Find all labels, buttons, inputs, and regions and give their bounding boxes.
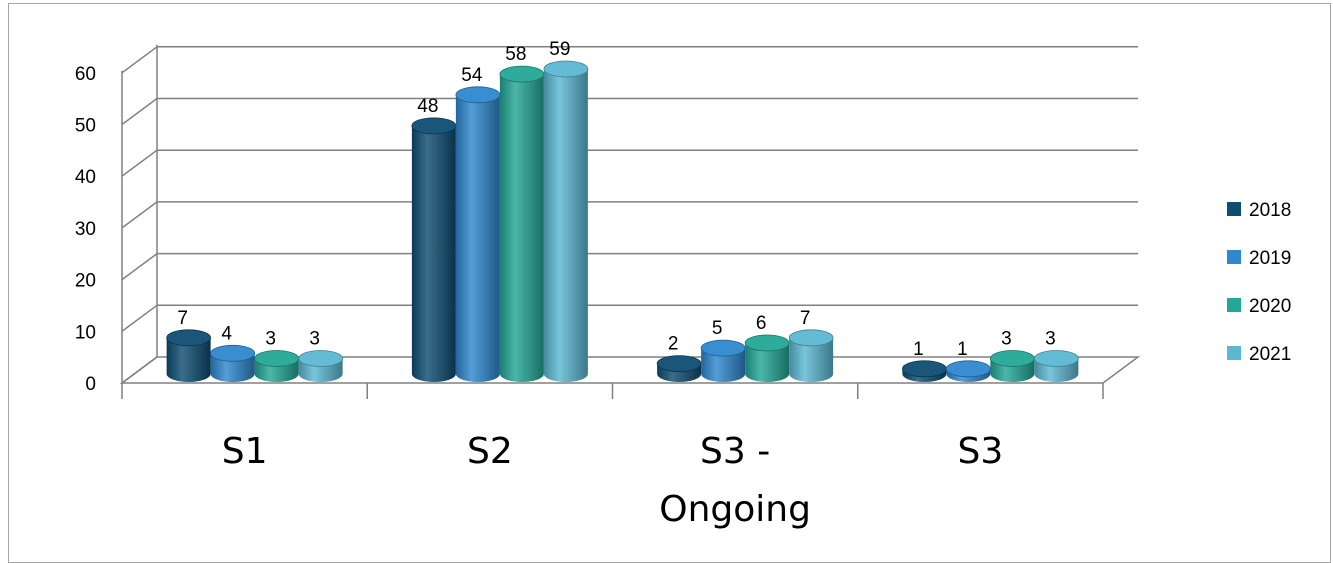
wall-tick-line <box>121 149 158 177</box>
legend-swatch <box>1227 346 1241 360</box>
x-category-label: Ongoing <box>659 489 811 530</box>
bar <box>744 334 790 382</box>
x-category-label: S3 <box>957 431 1003 472</box>
data-label: 3 <box>1045 328 1056 349</box>
data-label: 6 <box>756 313 767 334</box>
data-label: 3 <box>1001 328 1012 349</box>
data-label: 1 <box>957 339 968 360</box>
wall-tick-line <box>121 97 158 126</box>
legend-swatch <box>1227 298 1241 312</box>
chart-floor <box>119 356 1141 384</box>
wall-tick-line <box>121 304 158 332</box>
legend-swatch <box>1227 250 1241 264</box>
bar <box>788 329 834 382</box>
bar <box>700 339 746 382</box>
bar-chart: 0 10 20 30 40 50 60 S1 S2 S3 - Ongoing S3 7 4 3 3 48 54 58… <box>75 39 1291 530</box>
bar <box>1033 350 1079 382</box>
data-label: 3 <box>265 328 276 349</box>
data-label: 59 <box>549 39 570 60</box>
bar <box>945 360 991 382</box>
data-label: 7 <box>800 308 811 329</box>
x-category-label: S2 <box>467 431 513 472</box>
bar <box>543 60 589 382</box>
data-label: 54 <box>461 65 483 86</box>
bar <box>411 117 457 382</box>
wall-tick-line <box>121 201 158 229</box>
bar <box>656 355 702 382</box>
data-label: 48 <box>417 96 438 117</box>
wall-tick-line <box>121 46 158 74</box>
bar <box>254 350 300 382</box>
bar <box>166 329 212 382</box>
bar <box>499 65 545 382</box>
data-label: 5 <box>712 318 723 339</box>
data-label: 7 <box>177 308 188 329</box>
data-label: 4 <box>221 323 232 344</box>
y-tick-label: 30 <box>75 219 96 240</box>
bar <box>989 350 1035 382</box>
data-label: 2 <box>668 334 679 355</box>
legend-swatch <box>1227 202 1241 216</box>
data-label: 3 <box>309 328 320 349</box>
x-category-label: S3 - <box>700 431 770 472</box>
bar <box>298 350 344 382</box>
bar <box>901 360 947 382</box>
bar <box>210 344 256 382</box>
y-tick-label: 10 <box>75 322 96 343</box>
legend-label: 2021 <box>1249 344 1291 365</box>
x-category-label: S1 <box>222 431 268 472</box>
y-tick-label: 20 <box>75 271 96 292</box>
legend-label: 2018 <box>1249 200 1291 221</box>
y-tick-label: 0 <box>85 374 96 395</box>
y-tick-label: 40 <box>75 167 96 188</box>
legend-label: 2020 <box>1249 296 1291 317</box>
chart-frame <box>8 3 1331 563</box>
y-tick-label: 50 <box>75 116 96 137</box>
y-tick-label: 60 <box>75 64 96 85</box>
data-label: 1 <box>913 339 924 360</box>
wall-tick-line <box>121 252 158 281</box>
data-label: 58 <box>505 44 526 65</box>
legend-label: 2019 <box>1249 248 1291 269</box>
bar <box>455 86 501 382</box>
